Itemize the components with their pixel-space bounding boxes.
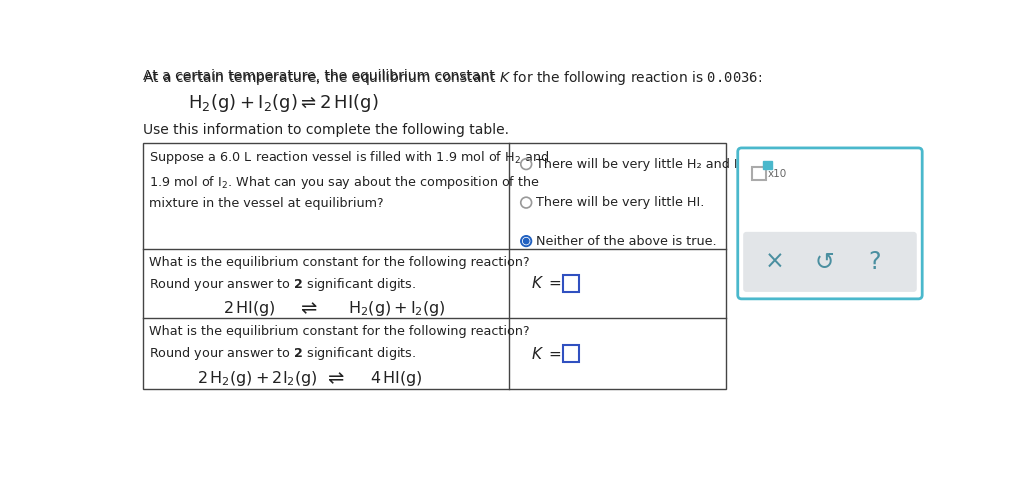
FancyBboxPatch shape <box>738 148 922 299</box>
Text: Suppose a 6.0 L reaction vessel is filled with 1.9 mol of H$_2$ and
1.9 mol of I: Suppose a 6.0 L reaction vessel is fille… <box>149 149 549 210</box>
Text: There will be very little HI.: There will be very little HI. <box>536 196 705 209</box>
Text: ↺: ↺ <box>815 250 834 274</box>
Text: ?: ? <box>868 250 881 274</box>
Text: x10: x10 <box>768 169 788 179</box>
Text: $K\;=$: $K\;=$ <box>531 346 561 362</box>
Text: $K\;=$: $K\;=$ <box>531 275 561 292</box>
Text: ×: × <box>764 250 785 274</box>
Circle shape <box>523 238 530 244</box>
Bar <box>143 143 727 389</box>
Text: What is the equilibrium constant for the following reaction?
Round your answer t: What is the equilibrium constant for the… <box>149 256 529 293</box>
Text: $2\,\mathrm{H_2(g)+2I_2(g)}$: $2\,\mathrm{H_2(g)+2I_2(g)}$ <box>197 369 318 388</box>
Text: What is the equilibrium constant for the following reaction?
Round your answer t: What is the equilibrium constant for the… <box>149 325 529 362</box>
Text: At a certain temperature, the equilibrium constant: At a certain temperature, the equilibriu… <box>143 68 500 82</box>
Bar <box>752 167 766 180</box>
Text: Use this information to complete the following table.: Use this information to complete the fol… <box>143 123 509 137</box>
Text: $4\,\mathrm{HI(g)}$: $4\,\mathrm{HI(g)}$ <box>371 369 423 388</box>
Text: $2\,\mathrm{HI(g)}$: $2\,\mathrm{HI(g)}$ <box>224 299 276 318</box>
Text: $\rightleftharpoons$: $\rightleftharpoons$ <box>324 369 346 388</box>
Text: $\rightleftharpoons$: $\rightleftharpoons$ <box>297 299 318 318</box>
Bar <box>563 345 579 362</box>
Text: Neither of the above is true.: Neither of the above is true. <box>536 235 717 248</box>
Text: At a certain temperature, the equilibrium constant $K$ for the following reactio: At a certain temperature, the equilibriu… <box>143 68 763 87</box>
Bar <box>764 161 772 170</box>
Text: $\mathrm{H_2(g)+I_2(g)}$: $\mathrm{H_2(g)+I_2(g)}$ <box>348 299 446 318</box>
Circle shape <box>524 239 529 244</box>
Bar <box>563 275 579 292</box>
Text: $\mathrm{H_2(g) + I_2(g) \rightleftharpoons 2\,HI(g)}$: $\mathrm{H_2(g) + I_2(g) \rightleftharpo… <box>187 93 378 115</box>
Circle shape <box>521 236 532 246</box>
FancyBboxPatch shape <box>743 232 917 292</box>
Text: There will be very little H₂ and I₂.: There will be very little H₂ and I₂. <box>536 158 747 171</box>
